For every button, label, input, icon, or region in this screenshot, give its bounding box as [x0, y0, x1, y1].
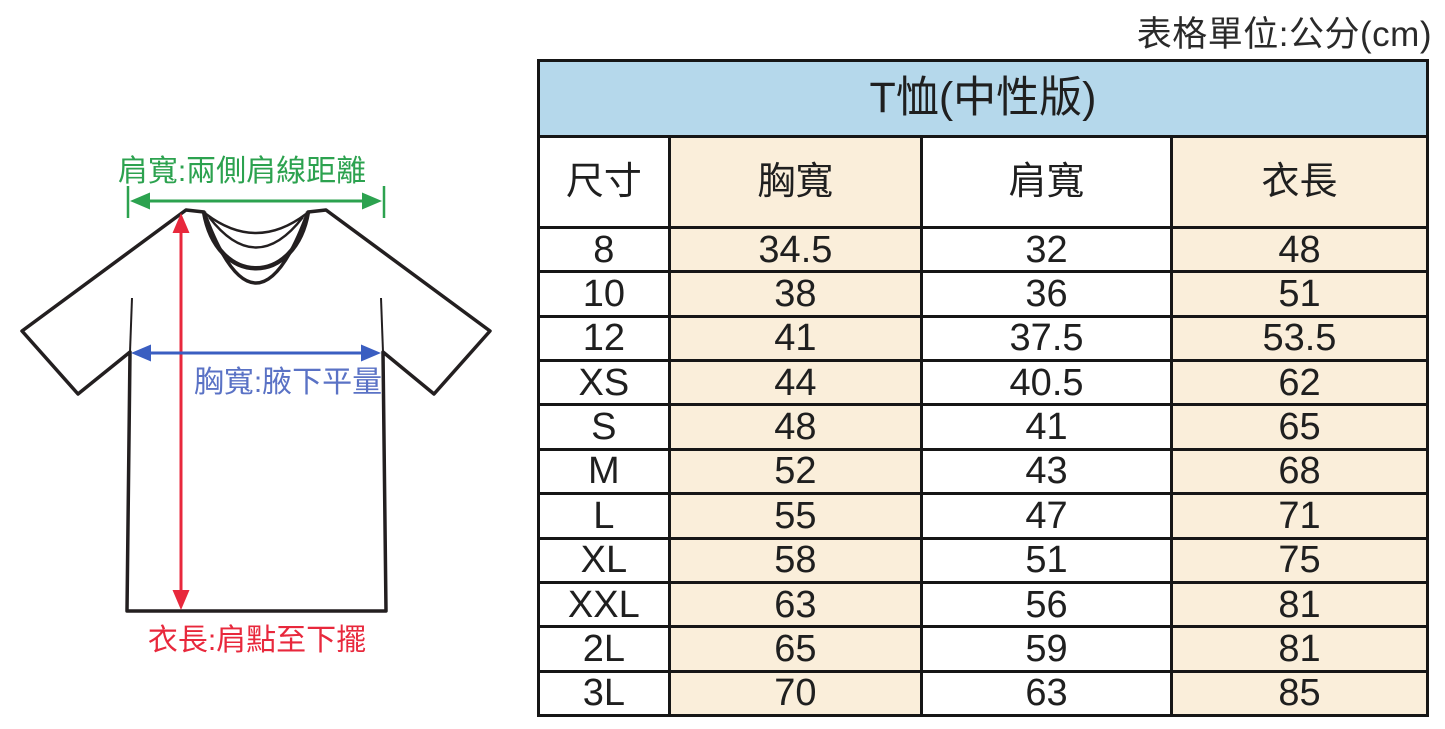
shoulder-cell: 37.5: [920, 314, 1173, 363]
col-header-size: 尺寸: [537, 135, 671, 229]
shoulder-cell: 59: [920, 625, 1173, 673]
length-cell: 51: [1169, 270, 1430, 318]
length-cell: 81: [1169, 580, 1430, 629]
size-cell: L: [537, 492, 671, 540]
shoulder-cell: 41: [920, 403, 1173, 451]
collar-back-seam-lower: [208, 216, 304, 249]
length-cell: 85: [1169, 669, 1430, 718]
col-header-chest: 胸寬: [667, 135, 924, 229]
chest-cell: 34.5: [667, 225, 924, 274]
chest-cell: 58: [667, 536, 924, 584]
table-row: XS 44 40.5 62: [537, 359, 1430, 407]
size-cell: 3L: [537, 669, 671, 718]
table-row: XXL 63 56 81: [537, 580, 1430, 629]
length-cell: 65: [1169, 403, 1430, 451]
table-row: L 55 47 71: [537, 492, 1430, 540]
shoulder-cell: 43: [920, 447, 1173, 496]
chest-width-label: 胸寬:腋下平量: [194, 366, 382, 399]
size-cell: 2L: [537, 625, 671, 673]
right-side-seam: [380, 297, 384, 353]
unit-label: 表格單位:公分(cm): [1136, 15, 1432, 54]
chest-cell: 41: [667, 314, 924, 363]
table-row: S 48 41 65: [537, 403, 1430, 451]
size-cell: 12: [537, 314, 671, 363]
table-row: 12 41 37.5 53.5: [537, 314, 1430, 363]
shoulder-cell: 63: [920, 669, 1173, 718]
shoulder-width-dimension: [126, 186, 386, 218]
chest-cell: 63: [667, 580, 924, 629]
length-cell: 53.5: [1169, 314, 1430, 363]
table-row: XL 58 51 75: [537, 536, 1430, 584]
size-cell: S: [537, 403, 671, 451]
shoulder-width-label: 肩寬:兩側肩線距離: [118, 155, 366, 188]
length-cell: 68: [1169, 447, 1430, 496]
size-cell: XS: [537, 359, 671, 407]
collar-inner-edge: [201, 211, 311, 271]
shoulder-cell: 32: [920, 225, 1173, 274]
chest-cell: 52: [667, 447, 924, 496]
chest-cell: 55: [667, 492, 924, 540]
shoulder-cell: 47: [920, 492, 1173, 540]
size-cell: 8: [537, 225, 671, 274]
size-table: T恤(中性版) 尺寸 胸寬 肩寬 衣長 8 34.5 32 48 10 38: [537, 59, 1430, 718]
size-cell: M: [537, 447, 671, 496]
shoulder-cell: 36: [920, 270, 1173, 318]
table-header-row: 尺寸 胸寬 肩寬 衣長: [537, 135, 1430, 229]
chest-cell: 38: [667, 270, 924, 318]
table-title: T恤(中性版): [537, 59, 1429, 138]
tshirt-measurement-diagram: 肩寬:兩側肩線距離 衣長:肩點至下擺 胸寬:腋下平量: [20, 155, 492, 657]
shoulder-cell: 51: [920, 536, 1173, 584]
length-cell: 62: [1169, 359, 1430, 407]
shoulder-cell: 40.5: [920, 359, 1173, 407]
left-side-seam: [129, 297, 133, 353]
table-row: 10 38 36 51: [537, 270, 1430, 318]
chest-width-dimension: [131, 344, 381, 362]
table-row: 8 34.5 32 48: [537, 225, 1430, 274]
chest-cell: 65: [667, 625, 924, 673]
size-cell: 10: [537, 270, 671, 318]
table-row: 2L 65 59 81: [537, 625, 1430, 673]
col-header-shoulder: 肩寬: [920, 135, 1173, 229]
length-cell: 48: [1169, 225, 1430, 274]
length-cell: 81: [1169, 625, 1430, 673]
size-cell: XXL: [537, 580, 671, 629]
length-cell: 75: [1169, 536, 1430, 584]
collar-back-seam-upper: [205, 213, 307, 235]
chest-cell: 44: [667, 359, 924, 407]
chest-cell: 70: [667, 669, 924, 718]
size-cell: XL: [537, 536, 671, 584]
chest-cell: 48: [667, 403, 924, 451]
length-cell: 71: [1169, 492, 1430, 540]
garment-length-dimension: [172, 213, 190, 610]
table-row: 3L 70 63 85: [537, 669, 1430, 718]
garment-length-label: 衣長:肩點至下擺: [148, 624, 366, 657]
shoulder-cell: 56: [920, 580, 1173, 629]
col-header-length: 衣長: [1169, 135, 1430, 229]
table-row: M 52 43 68: [537, 447, 1430, 496]
table-title-row: T恤(中性版): [537, 59, 1429, 138]
